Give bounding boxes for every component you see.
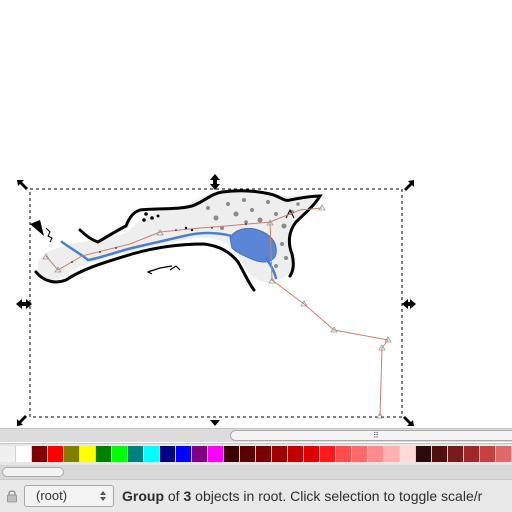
status-message-count: 3 xyxy=(183,488,192,504)
current-layer-value: (root) xyxy=(36,488,68,503)
horizontal-scrollbar-thumb[interactable]: ⠿ xyxy=(230,430,512,441)
color-swatch[interactable] xyxy=(384,446,400,462)
color-swatch[interactable] xyxy=(32,446,48,462)
survey-dots xyxy=(71,223,247,263)
scale-handle-bottom-left xyxy=(17,415,27,426)
color-swatch[interactable] xyxy=(480,446,496,462)
color-swatch[interactable] xyxy=(432,446,448,462)
current-layer-dropdown[interactable]: (root) xyxy=(24,485,114,507)
color-swatch[interactable] xyxy=(496,446,512,462)
scale-handle-top-center xyxy=(210,174,220,190)
color-swatch[interactable] xyxy=(160,446,176,462)
upper-boundary-line[interactable] xyxy=(78,189,323,278)
tree-symbols xyxy=(142,212,194,232)
scale-handle-middle-right xyxy=(402,299,416,309)
status-message-rest: objects in root. Click selection to togg… xyxy=(191,488,483,504)
scale-handle-bottom-center xyxy=(210,420,220,426)
color-swatch[interactable] xyxy=(144,446,160,462)
color-swatch[interactable] xyxy=(240,446,256,462)
drawing-svg xyxy=(16,174,416,426)
color-swatch[interactable] xyxy=(224,446,240,462)
status-message-object-type: Group xyxy=(122,488,164,504)
drawing-canvas[interactable] xyxy=(0,0,512,428)
zigzag-symbol xyxy=(45,227,53,243)
updown-arrows-icon xyxy=(100,491,106,501)
color-swatch[interactable] xyxy=(128,446,144,462)
wind-arrow-icon xyxy=(146,265,181,275)
color-swatch[interactable] xyxy=(48,446,64,462)
color-palette-bar xyxy=(0,443,512,465)
scale-handle-top-right xyxy=(404,180,414,191)
palette-scrollbar-thumb[interactable] xyxy=(2,467,64,477)
survey-station-markers xyxy=(42,204,392,419)
color-palette xyxy=(0,446,512,462)
color-swatch[interactable] xyxy=(400,446,416,462)
color-swatch[interactable] xyxy=(80,446,96,462)
rock-dots xyxy=(206,198,300,268)
color-swatch[interactable] xyxy=(112,446,128,462)
color-swatch[interactable] xyxy=(96,446,112,462)
color-swatch[interactable] xyxy=(336,446,352,462)
status-message-of: of xyxy=(164,488,184,504)
color-swatch[interactable] xyxy=(448,446,464,462)
color-swatch[interactable] xyxy=(208,446,224,462)
status-message: Group of 3 objects in root. Click select… xyxy=(122,486,482,506)
scale-handle-middle-left xyxy=(16,299,32,309)
color-swatch[interactable] xyxy=(416,446,432,462)
horizontal-scrollbar[interactable]: ⠿ xyxy=(0,428,512,442)
scrollbar-grip-icon: ⠿ xyxy=(373,431,379,440)
color-swatch[interactable] xyxy=(352,446,368,462)
lock-icon[interactable] xyxy=(6,489,18,503)
color-swatch[interactable] xyxy=(368,446,384,462)
north-arrow-icon xyxy=(30,220,44,236)
scale-handle-top-left xyxy=(17,180,28,190)
color-swatch[interactable] xyxy=(176,446,192,462)
color-swatch[interactable] xyxy=(464,446,480,462)
color-swatch[interactable] xyxy=(320,446,336,462)
color-swatch[interactable] xyxy=(304,446,320,462)
palette-scrollbar[interactable] xyxy=(0,465,512,479)
status-bar: (root) Group of 3 objects in root. Click… xyxy=(0,479,512,512)
scale-handle-bottom-right xyxy=(403,416,414,426)
color-swatch[interactable] xyxy=(256,446,272,462)
lake-shape[interactable] xyxy=(229,227,277,263)
color-swatch[interactable] xyxy=(288,446,304,462)
color-swatch[interactable] xyxy=(272,446,288,462)
color-swatch[interactable] xyxy=(192,446,208,462)
lower-boundary-line[interactable] xyxy=(34,242,256,292)
color-swatch[interactable] xyxy=(0,446,16,462)
survey-line[interactable] xyxy=(45,207,389,417)
color-swatch[interactable] xyxy=(64,446,80,462)
color-swatch[interactable] xyxy=(16,446,32,462)
